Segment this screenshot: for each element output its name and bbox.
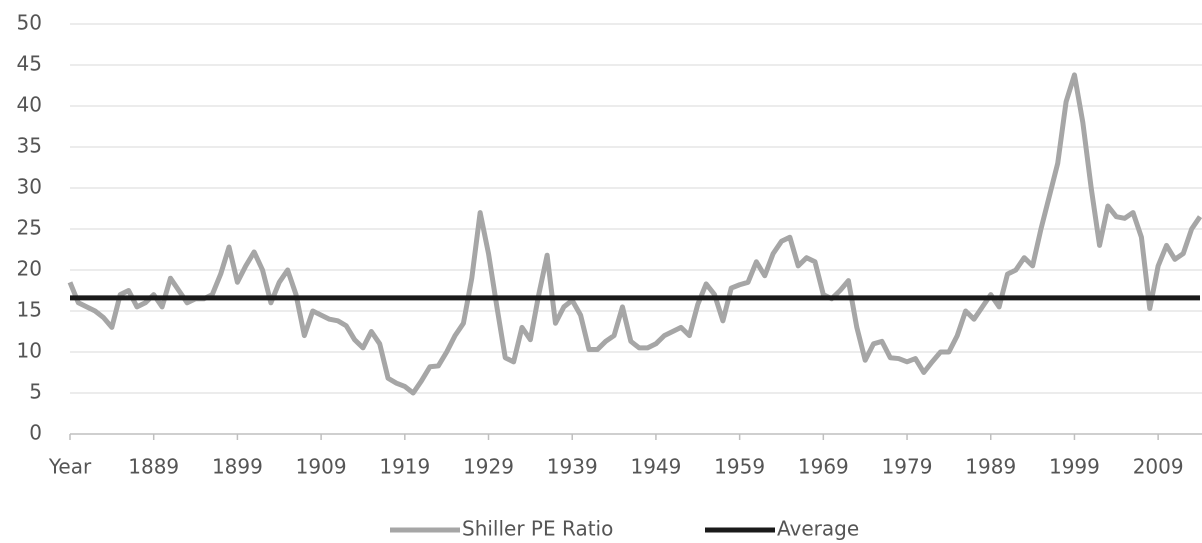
- x-tick-label: 1889: [128, 455, 179, 479]
- x-tick-label: 1979: [882, 455, 933, 479]
- x-tick-label: Year: [48, 455, 92, 479]
- legend-label: Average: [777, 517, 859, 541]
- y-tick-label: 20: [17, 257, 42, 281]
- y-tick-label: 10: [17, 339, 42, 363]
- x-tick-label: 1999: [1049, 455, 1100, 479]
- y-tick-label: 15: [17, 298, 42, 322]
- y-tick-label: 30: [17, 175, 42, 199]
- x-tick-label: 1929: [463, 455, 514, 479]
- x-tick-label: 1969: [798, 455, 849, 479]
- x-tick-label: 1949: [630, 455, 681, 479]
- x-tick-label: 1989: [965, 455, 1016, 479]
- x-tick-label: 1959: [714, 455, 765, 479]
- y-tick-label: 35: [17, 134, 42, 158]
- y-tick-label: 0: [29, 421, 42, 445]
- legend-label: Shiller PE Ratio: [462, 517, 613, 541]
- x-tick-label: 1919: [379, 455, 430, 479]
- x-tick-label: 1899: [212, 455, 263, 479]
- y-tick-label: 40: [17, 93, 42, 117]
- y-tick-label: 50: [17, 11, 42, 35]
- x-tick-label: 1939: [547, 455, 598, 479]
- x-tick-label: 1909: [296, 455, 347, 479]
- y-tick-label: 25: [17, 216, 42, 240]
- y-tick-label: 45: [17, 52, 42, 76]
- series-line: [67, 72, 1202, 396]
- x-tick-label: 2009: [1133, 455, 1184, 479]
- y-tick-label: 5: [29, 380, 42, 404]
